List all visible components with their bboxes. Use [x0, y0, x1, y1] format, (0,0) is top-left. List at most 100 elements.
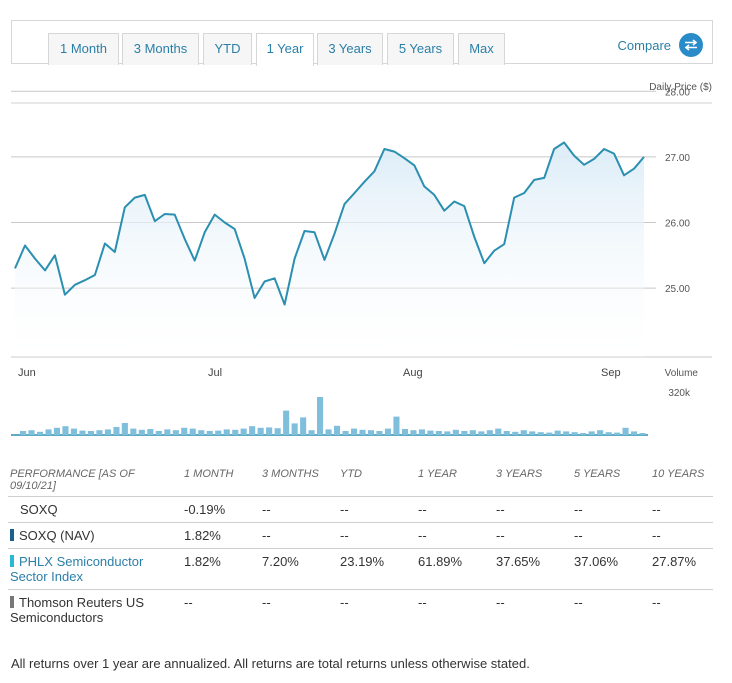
- row-name: SOXQ (NAV): [19, 528, 95, 543]
- compare-label: Compare: [617, 37, 671, 53]
- value-cell: --: [494, 589, 572, 630]
- volume-bar: [164, 429, 171, 435]
- value-cell: --: [338, 496, 416, 523]
- volume-bar: [249, 426, 256, 435]
- volume-bar: [240, 428, 247, 435]
- volume-bar: [172, 430, 179, 435]
- volume-bar: [410, 430, 417, 435]
- volume-bar: [367, 430, 374, 435]
- x-axis-label: Jul: [208, 367, 222, 379]
- value-cell: 7.20%: [260, 548, 338, 590]
- volume-bar: [87, 431, 94, 435]
- value-cell: --: [650, 589, 713, 630]
- volume-bar: [563, 431, 570, 435]
- table-row: SOXQ -0.19% -- -- -- -- -- --: [8, 496, 713, 523]
- volume-bar: [418, 429, 425, 435]
- value-cell: --: [338, 589, 416, 630]
- value-cell: --: [572, 522, 650, 549]
- volume-bar: [334, 425, 341, 435]
- volume-bar: [359, 429, 366, 435]
- volume-bar: [274, 428, 281, 435]
- value-cell: 23.19%: [338, 548, 416, 590]
- volume-bar: [232, 429, 239, 435]
- value-cell: --: [494, 522, 572, 549]
- tab-3-years[interactable]: 3 Years: [317, 33, 383, 65]
- value-cell: 61.89%: [416, 548, 494, 590]
- volume-bar: [461, 431, 468, 435]
- volume-bar: [147, 429, 154, 435]
- price-line: [14, 141, 645, 306]
- x-axis-label: Aug: [403, 367, 423, 379]
- volume-bar: [444, 431, 451, 435]
- volume-bar: [614, 432, 621, 435]
- volume-bar: [45, 429, 52, 435]
- volume-bar: [342, 431, 349, 435]
- tab-max[interactable]: Max: [458, 33, 505, 65]
- value-cell: --: [260, 589, 338, 630]
- value-cell: --: [338, 522, 416, 549]
- value-cell: --: [416, 589, 494, 630]
- volume-bar: [206, 431, 213, 435]
- volume-bar: [512, 431, 519, 435]
- volume-bar: [291, 423, 298, 435]
- value-cell: 37.06%: [572, 548, 650, 590]
- volume-bar: [639, 433, 646, 435]
- volume-bar: [597, 430, 604, 435]
- tab-ytd[interactable]: YTD: [203, 33, 252, 65]
- y-tick-label: 28.00: [665, 87, 690, 98]
- x-axis-label: Sep: [601, 367, 621, 379]
- volume-bar: [181, 427, 188, 435]
- row-name: SOXQ: [20, 502, 58, 517]
- tab-1-month[interactable]: 1 Month: [48, 33, 119, 65]
- volume-bar: [20, 431, 27, 435]
- compare-button[interactable]: Compare: [618, 32, 703, 58]
- range-tab-bar: 1 Month 3 Months YTD 1 Year 3 Years 5 Ye…: [11, 20, 713, 66]
- table-row: SOXQ (NAV) 1.82% -- -- -- -- -- --: [8, 522, 713, 549]
- volume-bar: [308, 430, 315, 435]
- volume-bar: [300, 417, 307, 435]
- value-cell: --: [572, 496, 650, 523]
- volume-bar: [631, 431, 638, 435]
- volume-bar: [317, 397, 324, 435]
- value-cell: --: [572, 589, 650, 630]
- value-cell: --: [182, 589, 260, 630]
- tab-1-year[interactable]: 1 Year: [256, 33, 314, 66]
- volume-bar: [96, 430, 103, 435]
- col-header-ytd: YTD: [340, 468, 362, 480]
- tab-5-years[interactable]: 5 Years: [387, 33, 454, 65]
- value-cell: --: [260, 522, 338, 549]
- value-cell: 1.82%: [182, 522, 260, 549]
- volume-bar: [189, 428, 196, 435]
- table-row: PHLX Semiconductor Sector Index 1.82% 7.20…: [8, 548, 713, 590]
- volume-bar: [325, 429, 332, 435]
- swap-arrows-icon: [679, 33, 703, 57]
- volume-bar: [495, 428, 502, 435]
- volume-bar: [478, 431, 485, 435]
- series-swatch: [10, 596, 14, 608]
- value-cell: --: [416, 522, 494, 549]
- volume-bar: [503, 431, 510, 435]
- value-cell: --: [650, 496, 713, 523]
- volume-bar: [469, 430, 476, 435]
- col-header-10-years: 10 YEARS: [652, 468, 705, 480]
- col-header-5-years: 5 YEARS: [574, 468, 621, 480]
- value-cell: --: [260, 496, 338, 523]
- row-name-cell: SOXQ (NAV): [8, 522, 182, 549]
- volume-bar: [546, 432, 553, 435]
- row-name-cell: SOXQ: [8, 496, 182, 523]
- volume-bar: [79, 430, 86, 435]
- value-cell: --: [494, 496, 572, 523]
- row-name[interactable]: PHLX Semiconductor Sector Index: [10, 554, 144, 584]
- volume-bar: [138, 429, 145, 435]
- tab-3-months[interactable]: 3 Months: [122, 33, 199, 65]
- price-volume-chart: 28.00 27.00 26.00 25.00 Daily Price ($) Jun J…: [11, 82, 712, 436]
- volume-bar: [70, 428, 77, 435]
- volume-bar: [393, 416, 400, 435]
- performance-table: PERFORMANCE [as of 09/10/21] 1 MONTH 3 M…: [8, 464, 713, 630]
- volume-bar: [520, 430, 527, 435]
- volume-bar: [588, 431, 595, 435]
- col-header-3-years: 3 YEARS: [496, 468, 543, 480]
- volume-bar: [198, 430, 205, 435]
- value-cell: 27.87%: [650, 548, 713, 590]
- row-name-cell: PHLX Semiconductor Sector Index: [8, 548, 182, 590]
